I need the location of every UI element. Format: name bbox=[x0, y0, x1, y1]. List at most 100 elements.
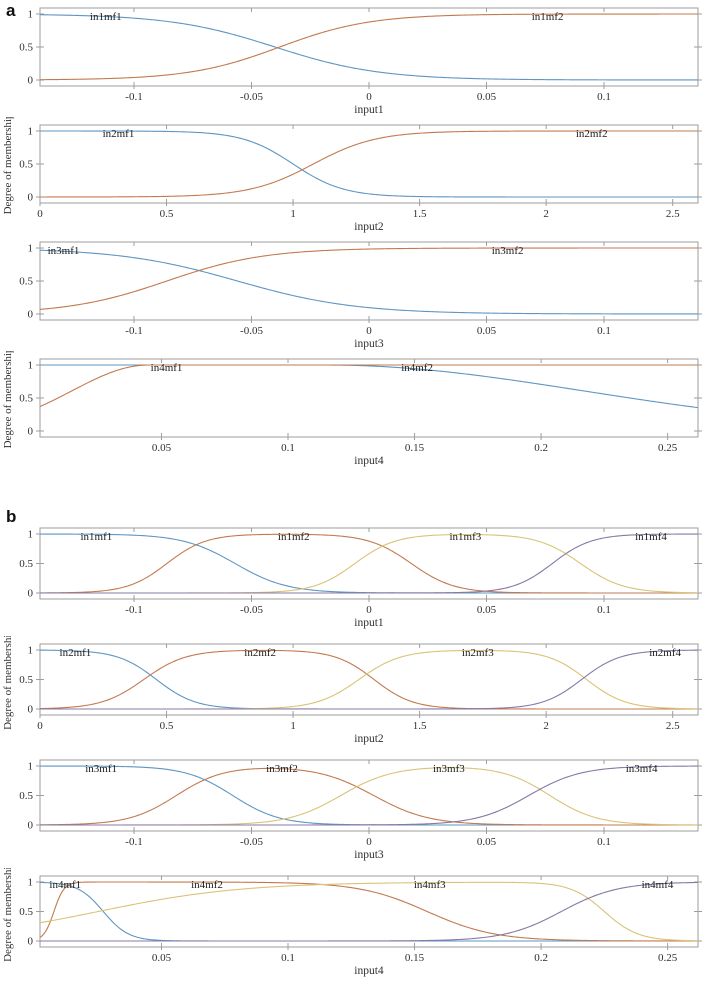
mf-label-in4mf2: in4mf2 bbox=[401, 362, 433, 374]
mf-label-in4mf1: in4mf1 bbox=[151, 362, 183, 374]
x-axis-label-input3: input3 bbox=[354, 849, 384, 861]
mf-label-in2mf1: in2mf1 bbox=[60, 647, 92, 659]
y-tick-label: 0.5 bbox=[19, 159, 33, 171]
y-tick-label: 0 bbox=[28, 704, 34, 716]
y-tick-label: 0.5 bbox=[19, 276, 33, 288]
y-tick-label: 0.5 bbox=[19, 790, 33, 802]
mf-curve-in3mf2 bbox=[40, 767, 698, 826]
mf-label-in4mf3: in4mf3 bbox=[414, 879, 446, 891]
x-tick-label: 0.05 bbox=[477, 325, 497, 337]
x-tick-label: 0.05 bbox=[477, 604, 497, 616]
x-tick-label: -0.1 bbox=[125, 836, 142, 848]
mf-label-in3mf3: in3mf3 bbox=[433, 763, 465, 775]
mf-curve-in4mf2 bbox=[40, 364, 698, 408]
x-tick-label: 0 bbox=[366, 604, 372, 616]
mf-curve-in2mf1 bbox=[40, 130, 698, 198]
mf-curve-in2mf4 bbox=[40, 649, 698, 710]
subplot-b-input3: -0.1 -0.05 0 0.05 0.1 0 0.5 1 in3mf1 in3mf2 in3mf3… bbox=[19, 759, 702, 861]
x-tick-label: 0 bbox=[366, 836, 372, 848]
mf-label-in4mf4: in4mf4 bbox=[642, 879, 674, 891]
mf-curve-in3mf1 bbox=[40, 249, 698, 315]
mf-curve-in3mf4 bbox=[40, 765, 698, 826]
y-axis-label: Degree of membership bbox=[2, 351, 14, 448]
x-tick-label: 0 bbox=[37, 208, 43, 220]
y-tick-label: 0 bbox=[28, 309, 34, 321]
x-tick-label: 0.05 bbox=[152, 952, 172, 964]
subplot-b-input1: -0.1 -0.05 0 0.05 0.1 0 0.5 1 in1mf1 in1mf2 in1mf3… bbox=[19, 527, 702, 629]
mf-label-in3mf2: in3mf2 bbox=[266, 763, 298, 775]
x-tick-label: 0.1 bbox=[597, 604, 611, 616]
subplot-b-input2: 0 0.5 1 1.5 2 2.5 0 0.5 1 in2mf1 in2mf2 in2mf3 in2mf… bbox=[2, 636, 702, 745]
mf-curve-in2mf2 bbox=[40, 649, 698, 710]
y-axis-label: Degree of membership bbox=[2, 636, 14, 730]
subplot-a-input1: -0.1 -0.05 0 0.05 0.1 0 0.5 1 in1mf1 in1mf2 input1 bbox=[19, 7, 702, 116]
x-tick-label: 0.25 bbox=[658, 952, 678, 964]
x-tick-label: 2 bbox=[543, 208, 549, 220]
subplot-a-input4: 0.05 0.1 0.15 0.2 0.25 0 0.5 1 in4mf1 in4mf2 input… bbox=[2, 351, 702, 467]
mf-label-in3mf4: in3mf4 bbox=[626, 763, 658, 775]
mf-label-in2mf2: in2mf2 bbox=[576, 128, 608, 140]
mf-curve-in1mf3 bbox=[40, 533, 698, 594]
x-tick-label: 2.5 bbox=[666, 208, 680, 220]
mf-curve-in2mf1 bbox=[40, 649, 698, 710]
y-tick-label: 0 bbox=[28, 936, 34, 948]
mf-curve-in4mf2 bbox=[40, 881, 698, 942]
x-tick-label: 2 bbox=[543, 720, 549, 732]
mf-curve-in3mf2 bbox=[40, 247, 698, 310]
x-tick-label: 0.5 bbox=[160, 720, 174, 732]
mf-curve-in1mf4 bbox=[40, 533, 698, 594]
x-axis-label-input1: input1 bbox=[354, 617, 384, 629]
panel-letter-a: a bbox=[6, 1, 16, 20]
panel-gap bbox=[0, 468, 702, 520]
mf-label-in4mf2: in4mf2 bbox=[191, 879, 223, 891]
x-tick-label: 2.5 bbox=[666, 720, 680, 732]
x-axis-label-input2: input2 bbox=[354, 733, 384, 745]
mf-curve-in1mf1 bbox=[40, 14, 698, 81]
mf-label-in2mf2: in2mf2 bbox=[244, 647, 276, 659]
y-tick-label: 0.5 bbox=[19, 393, 33, 405]
x-tick-label: 0.1 bbox=[281, 952, 295, 964]
x-tick-label: 1.5 bbox=[413, 208, 427, 220]
axes-frame bbox=[39, 241, 699, 321]
x-tick-label: 0.1 bbox=[597, 836, 611, 848]
y-tick-label: 0 bbox=[28, 820, 34, 832]
y-tick-label: 0.5 bbox=[19, 42, 33, 54]
axes-frame bbox=[39, 358, 699, 438]
panel-b-plots: -0.1 -0.05 0 0.05 0.1 0 0.5 1 in1mf1 in1mf2 in1mf3… bbox=[0, 520, 702, 984]
mf-curve-in2mf3 bbox=[40, 649, 698, 710]
x-tick-label: 0.2 bbox=[534, 442, 548, 454]
y-tick-label: 1 bbox=[28, 360, 34, 372]
panel-letter-b: b bbox=[6, 507, 17, 526]
panel-a-plots: -0.1 -0.05 0 0.05 0.1 0 0.5 1 in1mf1 in1mf2 input1… bbox=[0, 0, 702, 468]
mf-label-in2mf1: in2mf1 bbox=[103, 128, 135, 140]
mf-curve-in1mf2 bbox=[40, 533, 698, 594]
y-tick-label: 1 bbox=[28, 9, 34, 21]
subplot-a-input3: -0.1 -0.05 0 0.05 0.1 0 0.5 1 in3mf1 in3mf2 input3 bbox=[19, 241, 702, 350]
x-tick-label: 0.15 bbox=[405, 442, 425, 454]
x-axis-label-input2: input2 bbox=[354, 221, 384, 233]
x-tick-label: 0 bbox=[366, 91, 372, 103]
mf-label-in2mf3: in2mf3 bbox=[462, 647, 494, 659]
mf-curve-in3mf3 bbox=[40, 767, 698, 826]
axes-frame bbox=[39, 875, 699, 948]
x-tick-label: 0.1 bbox=[597, 325, 611, 337]
y-tick-label: 1 bbox=[28, 243, 34, 255]
y-tick-label: 1 bbox=[28, 761, 34, 773]
x-tick-label: -0.05 bbox=[240, 91, 263, 103]
mf-label-in1mf2: in1mf2 bbox=[532, 11, 564, 23]
mf-curve-in2mf2 bbox=[40, 130, 698, 198]
mf-curve-in3mf1 bbox=[40, 765, 698, 826]
mf-label-in4mf1: in4mf1 bbox=[49, 879, 81, 891]
x-tick-label: -0.1 bbox=[125, 91, 142, 103]
x-tick-label: 1.5 bbox=[413, 720, 427, 732]
y-tick-label: 0 bbox=[28, 192, 34, 204]
y-tick-label: 1 bbox=[28, 877, 34, 889]
axes-frame bbox=[39, 759, 699, 832]
y-tick-label: 0.5 bbox=[19, 674, 33, 686]
x-axis-label-input1: input1 bbox=[354, 104, 384, 116]
mf-label-in1mf4: in1mf4 bbox=[635, 531, 667, 543]
mf-label-in1mf1: in1mf1 bbox=[81, 531, 113, 543]
x-tick-label: 0.05 bbox=[152, 442, 172, 454]
axes-frame bbox=[39, 7, 699, 87]
x-tick-label: 0.5 bbox=[160, 208, 174, 220]
